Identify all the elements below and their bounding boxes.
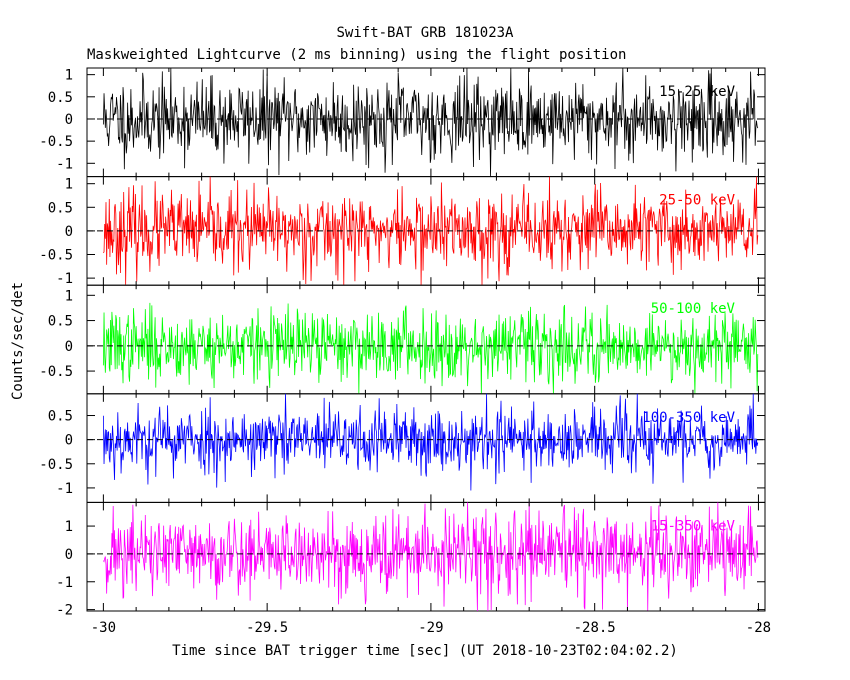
y-tick-label: -0.5 [39,457,73,473]
series-line [102,393,759,491]
y-tick-label: -0.5 [39,248,73,264]
y-tick-label: -0.5 [39,364,73,380]
y-tick-label: 1 [65,177,73,193]
y-axis-label: Counts/sec/det [10,282,26,400]
x-tick-label: -28.5 [574,620,616,636]
y-tick-label: 1 [65,68,73,84]
y-tick-label: 0.5 [48,314,73,330]
y-tick-label: 0.5 [48,409,73,425]
chart-subtitle: Maskweighted Lightcurve (2 ms binning) u… [87,47,626,63]
series-line [103,176,759,286]
y-tick-label: 0 [65,112,73,128]
panels-group: -1 -0.5 0 0.5 1 15-25 keV -1 -0.5 0 0.5 1 25-50 keV… [39,67,766,619]
series-line [102,302,759,394]
y-tick-label: 0 [65,433,73,449]
y-tick-label: -1 [56,575,73,591]
y-tick-label: 0 [65,339,73,355]
band-label: 100-350 keV [642,410,735,426]
y-tick-label: 0.5 [48,200,73,216]
x-tick-label: -29.5 [246,620,288,636]
panel-25-50-kev: -1 -0.5 0 0.5 1 25-50 keV [39,176,766,287]
y-tick-label: -1 [56,271,73,287]
x-tick-label: -30 [91,620,116,636]
band-label: 15-25 keV [659,84,735,100]
y-tick-label: -1 [56,156,73,172]
panel-100-350-kev: -1 -0.5 0 0.5 100-350 keV [39,393,766,503]
y-tick-label: 1 [65,519,73,535]
y-tick-label: -2 [56,603,73,619]
y-tick-label: 1 [65,288,73,304]
y-tick-label: -0.5 [39,134,73,150]
x-tick-labels: -30 -29.5 -29 -28.5 -28 [91,620,771,636]
band-label: 15-350 keV [651,518,736,534]
y-tick-label: 0 [65,547,73,563]
y-tick-label: 0.5 [48,90,73,106]
x-tick-label: -29 [418,620,443,636]
y-tick-label: 0 [65,224,73,240]
x-tick-label: -28 [746,620,771,636]
series-line [103,502,759,612]
band-label: 50-100 keV [651,301,736,317]
panel-50-100-kev: -0.5 0 0.5 1 50-100 keV [39,284,766,395]
y-tick-label: -1 [56,481,73,497]
band-label: 25-50 keV [659,193,735,209]
panel-frame [86,501,766,612]
chart-title: Swift-BAT GRB 181023A [336,25,514,41]
x-axis-label: Time since BAT trigger time [sec] (UT 20… [172,643,678,659]
series-line [102,67,759,177]
panel-15-350-kev: -2 -1 0 1 15-350 keV [56,501,766,619]
panel-15-25-kev: -1 -0.5 0 0.5 1 15-25 keV [39,67,766,178]
